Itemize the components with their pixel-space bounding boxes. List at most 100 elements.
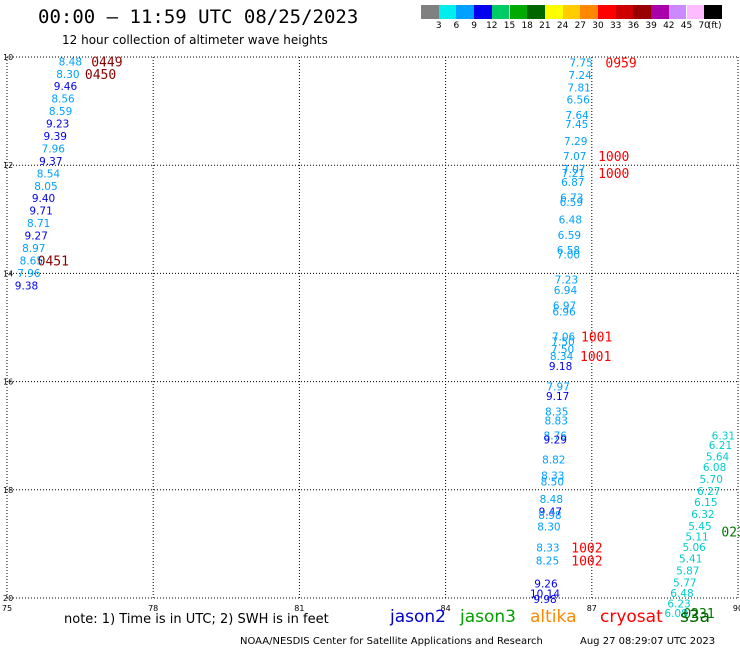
pass-time-label: 023 [721,525,740,540]
wave-height-value: 5.87 [676,565,699,577]
wave-height-value: 8.54 [37,168,61,180]
legend-label: 33 [609,21,622,31]
wave-height-value: 6.94 [554,285,578,297]
wave-height-value: 8.25 [536,556,559,568]
legend-swatch [491,5,510,19]
x-tick-label: 78 [148,604,158,613]
legend-label: 39 [645,21,657,31]
legend-label: 27 [574,21,587,31]
x-tick-label: 84 [441,604,451,613]
legend-label: 12 [486,21,498,31]
wave-height-value: 9.27 [25,231,48,243]
satellite-label: jason2 [390,607,446,627]
wave-height-value: 6.08 [664,608,687,620]
wave-height-value: 8.82 [542,455,565,467]
x-tick-label: 90 [733,604,740,613]
wave-height-value: 6.56 [566,95,590,107]
wave-height-value: 8.56 [51,94,75,106]
wave-height-value: 8.98 [538,510,561,522]
wave-height-value: 5.45 [688,521,711,533]
wave-height-value: 7.81 [567,82,590,94]
satellite-label: altika [530,607,577,627]
wave-height-value: 8.30 [537,522,560,534]
legend-label: 36 [627,21,640,31]
wave-height-value: 7.50 [551,344,574,356]
legend-label: 30 [592,21,604,31]
wave-height-value: 7.07 [562,164,585,176]
y-tick-label: 14 [3,269,13,278]
x-tick-label: 81 [294,604,304,613]
legend-label: 45 [680,21,693,31]
legend-swatch [509,5,528,19]
wave-height-value: 10.14 [530,589,560,601]
wave-height-value: 7.50 [551,337,574,349]
wave-height-value: 6.97 [553,300,576,312]
wave-height-value: 8.76 [544,431,568,443]
wave-height-value: 8.48 [540,494,563,506]
wave-height-value: 6.59 [558,230,581,242]
wave-height-value: 9.47 [539,506,562,518]
page-subtitle: 12 hour collection of altimeter wave hei… [62,33,328,47]
wave-height-value: 9.98 [533,594,556,606]
y-tick-label: 16 [3,378,13,387]
pass-time-label: 0449 [91,55,122,70]
wave-height-value: 9.39 [44,131,67,143]
wave-height-value: 8.35 [545,406,568,418]
wave-height-value: 8.34 [550,351,574,363]
wave-height-value: 7.06 [552,332,576,344]
wave-height-value: 7.23 [555,274,578,286]
wave-height-value: 5.06 [682,542,706,554]
legend-label: 24 [556,21,569,31]
legend-label: 70 [698,21,710,31]
legend-swatch [580,5,598,19]
legend-unit-label: (ft) [707,21,722,31]
wave-height-value: 8.30 [56,69,79,81]
wave-height-value: 9.40 [32,193,55,205]
wave-height-value: 8.97 [22,243,45,255]
wave-height-value: 7.45 [565,119,588,131]
wave-height-value: 9.17 [546,391,569,403]
pass-time-label: 1000 [598,150,629,165]
pass-time-label: 0959 [605,56,636,71]
wave-height-value: 5.70 [700,474,723,486]
wave-height-value: 6.58 [557,245,580,257]
wave-height-value: 9.46 [54,81,78,93]
satellite-label: s3a [680,607,711,627]
wave-height-value: 7.64 [565,110,589,122]
wave-height-value: 5.64 [706,451,730,463]
wave-height-value: 7.00 [557,249,580,261]
wave-height-value: 6.48 [670,588,693,600]
y-tick-label: 20 [3,594,13,603]
wave-height-value: 9.37 [39,156,62,168]
x-tick-label: 87 [587,604,597,613]
page-title: 00:00 – 11:59 UTC 08/25/2023 [38,6,359,28]
legend-swatch [421,5,439,19]
wave-height-value: 8.05 [34,181,57,193]
wave-height-value: 9.29 [544,434,567,446]
legend-swatch [651,5,669,19]
legend-swatch [598,5,616,19]
satellite-label: cryosat [600,607,663,627]
wave-height-value: 9.23 [46,119,69,131]
wave-height-value: 9.26 [534,578,558,590]
legend-swatch [474,5,492,19]
wave-height-value: 6.08 [703,462,726,474]
y-tick-label: 18 [3,486,13,495]
wave-height-value: 8.71 [27,218,50,230]
wave-height-value: 6.27 [697,486,720,498]
legend-swatch [562,5,581,19]
wave-height-value: 7.96 [42,143,66,155]
legend-label: 9 [471,21,477,31]
legend-label: 3 [435,21,442,31]
y-tick-label: 10 [3,53,13,62]
legend-label: 42 [663,21,675,31]
wave-height-value: 5.41 [679,554,702,566]
legend-label: 21 [539,21,551,31]
legend-swatch [633,5,652,19]
pass-time-label: 1002 [571,542,602,557]
legend-swatch [527,5,545,19]
legend-swatch [438,5,457,19]
wave-height-value: 6.32 [691,509,714,521]
legend-label: 15 [503,21,516,31]
pass-time-label: 1001 [580,350,611,365]
